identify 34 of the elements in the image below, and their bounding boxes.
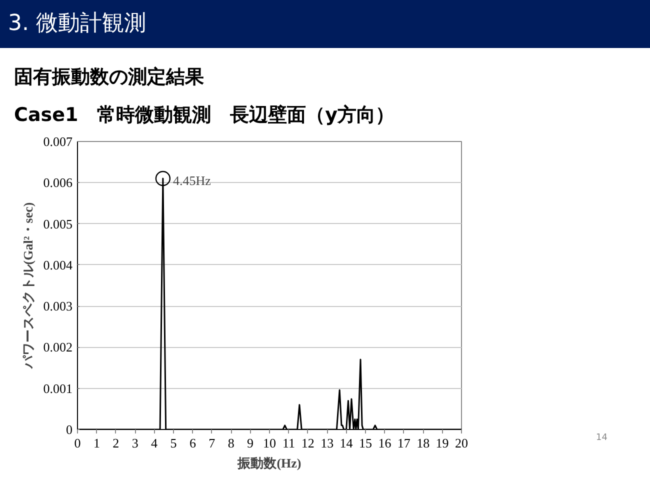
x-tick-label: 20 bbox=[455, 436, 468, 450]
text: Case1 常時微動観測 長辺壁面（y方向） bbox=[14, 103, 395, 128]
y-tick-label: 0.005 bbox=[43, 216, 72, 232]
x-tick-label: 1 bbox=[93, 436, 100, 450]
y-tick-label: 0.003 bbox=[43, 298, 72, 314]
x-tick-label: 2 bbox=[112, 436, 120, 450]
x-tick-label: 18 bbox=[416, 436, 430, 450]
x-tick-label: 7 bbox=[208, 436, 216, 450]
y-tick-label: 0.002 bbox=[43, 340, 72, 355]
y-tick-label: 0.001 bbox=[43, 380, 72, 396]
x-tick-label: 17 bbox=[397, 436, 411, 450]
y-tick-label: 0.007 bbox=[43, 134, 73, 149]
y-tick-label: 0.004 bbox=[43, 257, 73, 272]
x-tick-label: 16 bbox=[378, 436, 392, 450]
x-tick-label: 14 bbox=[340, 436, 354, 450]
x-axis-title: 振動数(Hz) bbox=[236, 456, 302, 470]
x-tick-label: 12 bbox=[301, 436, 314, 450]
x-tick-label: 11 bbox=[282, 436, 295, 450]
annotation: 4.45Hz bbox=[172, 173, 212, 188]
x-tick-label: 13 bbox=[320, 436, 334, 450]
x-tick-label: 5 bbox=[170, 436, 177, 450]
chart-subtitle: 固有振動数の測定結果 bbox=[14, 65, 204, 90]
chart-title: 3. 微動計観測 bbox=[8, 10, 146, 38]
x-tick-label: 10 bbox=[263, 436, 276, 450]
x-tick-label: 4 bbox=[151, 436, 158, 450]
x-tick-label: 19 bbox=[436, 436, 449, 450]
y-axis-title: パワースペクトル(Gal²・sec) bbox=[20, 202, 36, 370]
x-tick-label: 9 bbox=[247, 436, 254, 450]
y-tick-label: 0 bbox=[66, 422, 72, 437]
x-tick-label: 8 bbox=[228, 436, 234, 450]
y-tick-label: 0.006 bbox=[43, 175, 73, 190]
x-tick-label: 6 bbox=[189, 436, 196, 450]
x-tick-label: 15 bbox=[359, 436, 372, 450]
x-tick-label: 3 bbox=[132, 436, 138, 450]
